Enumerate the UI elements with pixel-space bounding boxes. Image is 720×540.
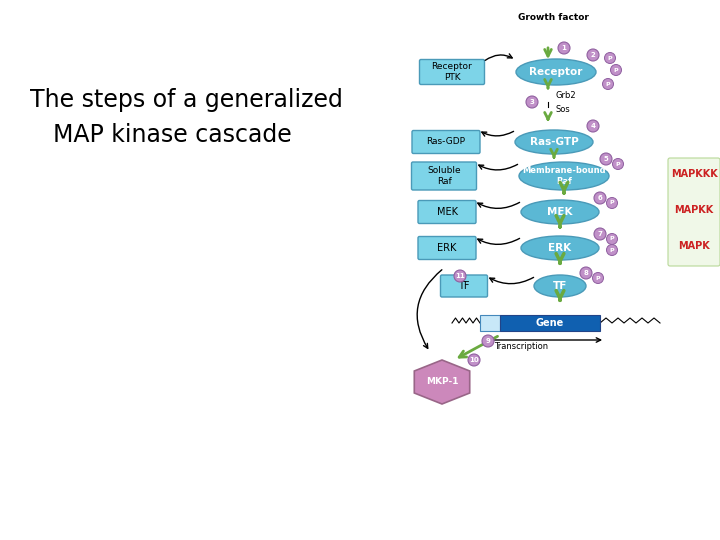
FancyBboxPatch shape — [420, 59, 485, 84]
Ellipse shape — [515, 130, 593, 154]
Text: Grb2: Grb2 — [556, 91, 577, 100]
Ellipse shape — [519, 162, 609, 190]
Text: Growth factor: Growth factor — [518, 13, 588, 22]
Text: P: P — [606, 82, 611, 86]
Text: Transcription: Transcription — [494, 342, 548, 351]
Text: ERK: ERK — [437, 243, 456, 253]
Text: 3: 3 — [530, 99, 534, 105]
Circle shape — [594, 192, 606, 204]
Circle shape — [454, 270, 466, 282]
Ellipse shape — [534, 275, 586, 297]
Text: The steps of a generalized: The steps of a generalized — [30, 88, 343, 112]
Text: MAPK: MAPK — [678, 241, 710, 251]
Text: MAPKK: MAPKK — [675, 205, 714, 215]
FancyBboxPatch shape — [441, 275, 487, 297]
Text: 4: 4 — [590, 123, 595, 129]
Polygon shape — [414, 360, 469, 404]
Text: 8: 8 — [584, 270, 588, 276]
Bar — [480, 315, 500, 331]
Text: TF: TF — [553, 281, 567, 291]
Text: TF: TF — [458, 281, 469, 291]
Text: Sos: Sos — [556, 105, 571, 114]
Text: 11: 11 — [455, 273, 465, 279]
Text: 6: 6 — [598, 195, 603, 201]
Text: MEK: MEK — [436, 207, 457, 217]
Circle shape — [468, 354, 480, 366]
Ellipse shape — [521, 200, 599, 224]
Circle shape — [603, 78, 613, 90]
FancyBboxPatch shape — [412, 162, 477, 190]
FancyBboxPatch shape — [412, 131, 480, 153]
Circle shape — [587, 49, 599, 61]
Circle shape — [593, 273, 603, 284]
Circle shape — [594, 228, 606, 240]
Circle shape — [587, 120, 599, 132]
Circle shape — [605, 52, 616, 64]
Text: 7: 7 — [598, 231, 603, 237]
Text: P: P — [610, 247, 614, 253]
Text: MAPKKK: MAPKKK — [670, 169, 717, 179]
Text: MKP-1: MKP-1 — [426, 377, 458, 387]
Circle shape — [606, 245, 618, 255]
Text: 2: 2 — [590, 52, 595, 58]
Circle shape — [558, 42, 570, 54]
Text: P: P — [608, 56, 612, 60]
Text: P: P — [616, 161, 621, 166]
Text: MEK: MEK — [547, 207, 572, 217]
Ellipse shape — [516, 59, 596, 85]
Text: 1: 1 — [562, 45, 567, 51]
Text: P: P — [613, 68, 618, 72]
Text: Ras-GDP: Ras-GDP — [426, 138, 466, 146]
FancyBboxPatch shape — [418, 200, 476, 224]
Text: 5: 5 — [603, 156, 608, 162]
Text: MAP kinase cascade: MAP kinase cascade — [53, 123, 292, 147]
Circle shape — [613, 159, 624, 170]
Text: Receptor: Receptor — [529, 67, 582, 77]
Circle shape — [580, 267, 592, 279]
Text: Gene: Gene — [536, 318, 564, 328]
Circle shape — [600, 153, 612, 165]
Circle shape — [611, 64, 621, 76]
Circle shape — [606, 233, 618, 245]
Text: 9: 9 — [485, 338, 490, 344]
Text: Soluble
Raf: Soluble Raf — [427, 166, 461, 186]
Circle shape — [606, 198, 618, 208]
Text: 10: 10 — [469, 357, 479, 363]
Ellipse shape — [521, 236, 599, 260]
Text: P: P — [610, 200, 614, 206]
Bar — [500, 315, 600, 331]
Text: P: P — [610, 237, 614, 241]
Text: Receptor
PTK: Receptor PTK — [431, 62, 472, 82]
Text: ERK: ERK — [549, 243, 572, 253]
Circle shape — [526, 96, 538, 108]
Text: Ras-GTP: Ras-GTP — [530, 137, 578, 147]
Circle shape — [482, 335, 494, 347]
FancyBboxPatch shape — [668, 158, 720, 266]
Text: Membrane-bound
Raf: Membrane-bound Raf — [522, 166, 606, 186]
FancyBboxPatch shape — [418, 237, 476, 260]
Text: P: P — [595, 275, 600, 280]
